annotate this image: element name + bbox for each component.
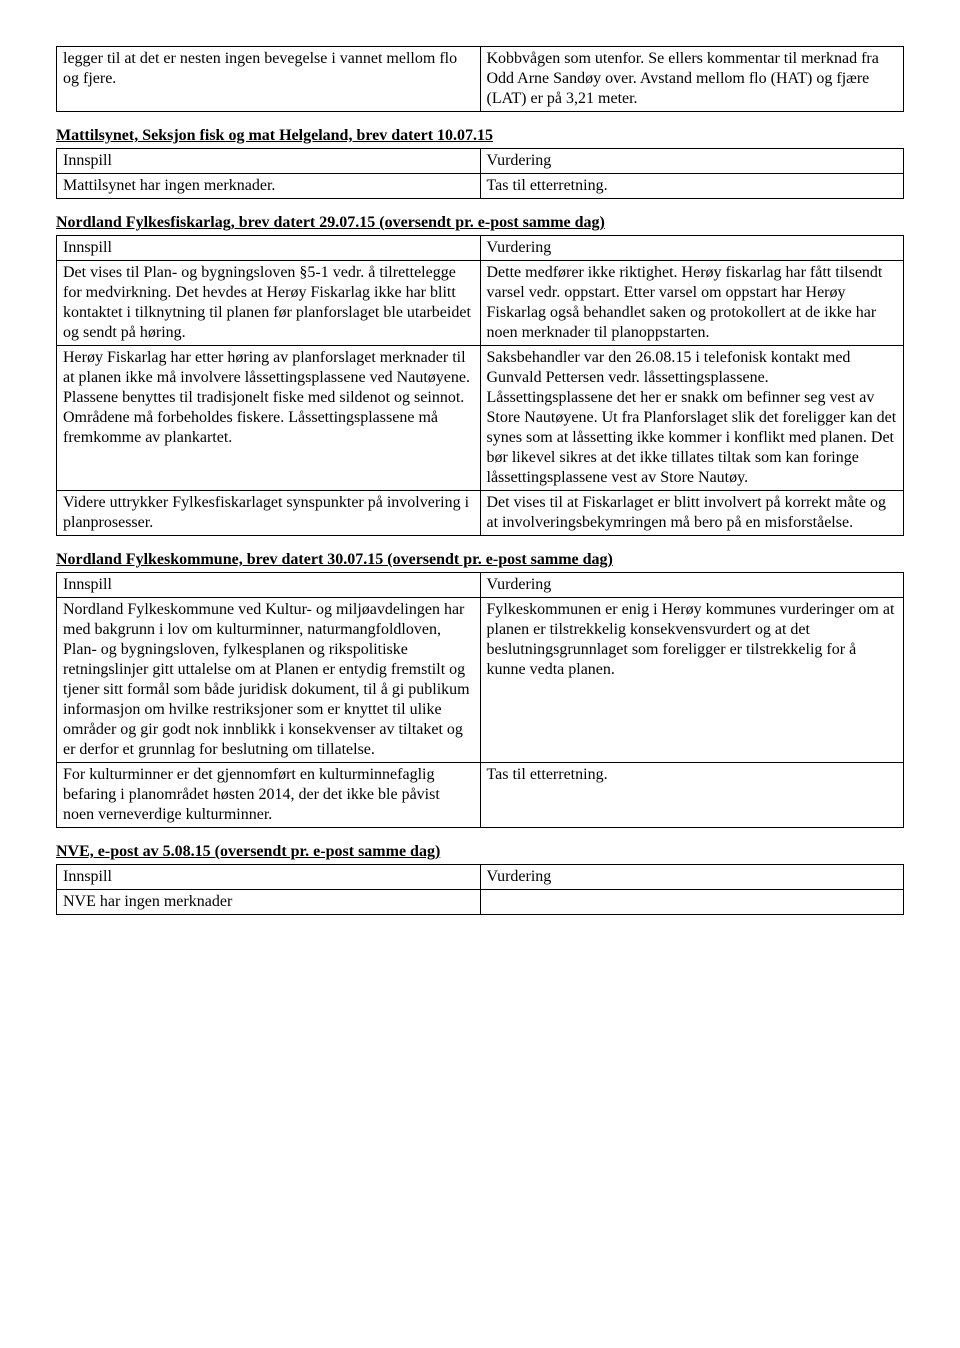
table-row: Det vises til Plan- og bygningsloven §5-… — [57, 261, 904, 346]
cell-innspill: Nordland Fylkeskommune ved Kultur- og mi… — [57, 598, 481, 763]
table-fylkesfiskarlag: Innspill Vurdering Det vises til Plan- o… — [56, 235, 904, 536]
table-row: Mattilsynet har ingen merknader. Tas til… — [57, 174, 904, 199]
table-row: For kulturminner er det gjennomført en k… — [57, 763, 904, 828]
header-vurdering: Vurdering — [480, 149, 904, 174]
table-row: Nordland Fylkeskommune ved Kultur- og mi… — [57, 598, 904, 763]
table-row: Videre uttrykker Fylkesfiskarlaget synsp… — [57, 491, 904, 536]
cell-vurdering: Tas til etterretning. — [480, 174, 904, 199]
header-innspill: Innspill — [57, 236, 481, 261]
cell-vurdering — [480, 890, 904, 915]
cell-innspill: legger til at det er nesten ingen bevege… — [57, 47, 481, 112]
header-innspill: Innspill — [57, 865, 481, 890]
cell-vurdering: Fylkeskommunen er enig i Herøy kommunes … — [480, 598, 904, 763]
table-nve: Innspill Vurdering NVE har ingen merknad… — [56, 864, 904, 915]
cell-vurdering: Dette medfører ikke riktighet. Herøy fis… — [480, 261, 904, 346]
table-mattilsynet: Innspill Vurdering Mattilsynet har ingen… — [56, 148, 904, 199]
cell-vurdering: Kobbvågen som utenfor. Se ellers komment… — [480, 47, 904, 112]
section-heading-fylkeskommune: Nordland Fylkeskommune, brev datert 30.0… — [56, 550, 904, 570]
cell-innspill: NVE har ingen merknader — [57, 890, 481, 915]
table-row: Herøy Fiskarlag har etter høring av plan… — [57, 346, 904, 491]
table-header-row: Innspill Vurdering — [57, 865, 904, 890]
table-row: legger til at det er nesten ingen bevege… — [57, 47, 904, 112]
table-row: NVE har ingen merknader — [57, 890, 904, 915]
cell-innspill: Videre uttrykker Fylkesfiskarlaget synsp… — [57, 491, 481, 536]
header-innspill: Innspill — [57, 573, 481, 598]
section-heading-nve: NVE, e-post av 5.08.15 (oversendt pr. e-… — [56, 842, 904, 862]
header-vurdering: Vurdering — [480, 236, 904, 261]
cell-vurdering: Det vises til at Fiskarlaget er blitt in… — [480, 491, 904, 536]
section-heading-fylkesfiskarlag: Nordland Fylkesfiskarlag, brev datert 29… — [56, 213, 904, 233]
header-vurdering: Vurdering — [480, 865, 904, 890]
cell-innspill: Herøy Fiskarlag har etter høring av plan… — [57, 346, 481, 491]
cell-innspill: Det vises til Plan- og bygningsloven §5-… — [57, 261, 481, 346]
header-innspill: Innspill — [57, 149, 481, 174]
table-header-row: Innspill Vurdering — [57, 573, 904, 598]
cell-vurdering: Saksbehandler var den 26.08.15 i telefon… — [480, 346, 904, 491]
cell-vurdering: Tas til etterretning. — [480, 763, 904, 828]
table-header-row: Innspill Vurdering — [57, 149, 904, 174]
table-fylkeskommune: Innspill Vurdering Nordland Fylkeskommun… — [56, 572, 904, 828]
section-heading-mattilsynet: Mattilsynet, Seksjon fisk og mat Helgela… — [56, 126, 904, 146]
table-header-row: Innspill Vurdering — [57, 236, 904, 261]
table-continuation: legger til at det er nesten ingen bevege… — [56, 46, 904, 112]
cell-innspill: Mattilsynet har ingen merknader. — [57, 174, 481, 199]
cell-innspill: For kulturminner er det gjennomført en k… — [57, 763, 481, 828]
header-vurdering: Vurdering — [480, 573, 904, 598]
